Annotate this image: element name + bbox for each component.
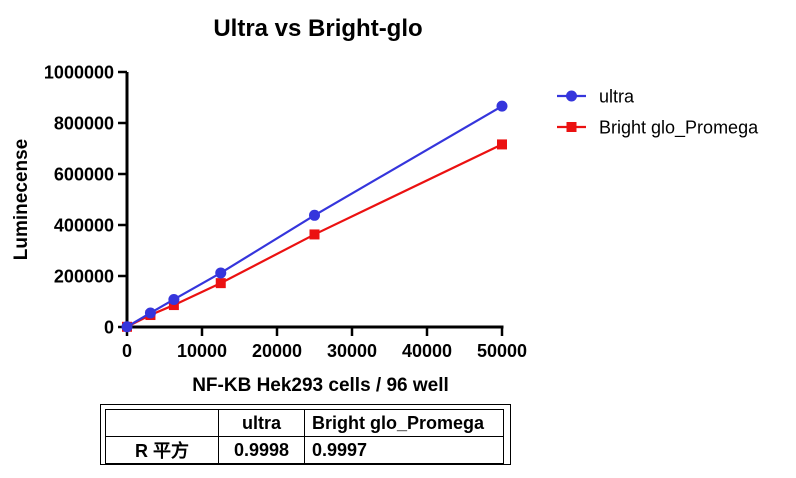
data-point	[309, 209, 320, 221]
data-point	[566, 90, 577, 102]
legend-label: Bright glo_Promega	[599, 118, 759, 139]
legend-item: Bright glo_Promega	[557, 118, 759, 139]
y-tick-label: 600000	[54, 165, 114, 185]
x-axis-title: NF-KB Hek293 cells / 96 well	[192, 375, 449, 396]
x-tick-label: 40000	[402, 341, 452, 361]
stats-header-brightglo: Bright glo_Promega	[304, 409, 504, 437]
data-point	[566, 122, 577, 132]
x-tick-label: 30000	[327, 341, 377, 361]
chart-title: Ultra vs Bright-glo	[213, 15, 422, 42]
data-point	[497, 139, 507, 150]
stats-table-frame: ultra Bright glo_Promega R 平方 0.9998 0.9…	[100, 404, 511, 465]
y-axis-title: Luminecense	[11, 139, 32, 260]
stats-table-header-row: ultra Bright glo_Promega	[105, 409, 504, 437]
stats-table: ultra Bright glo_Promega R 平方 0.9998 0.9…	[105, 409, 504, 464]
data-point	[121, 321, 133, 333]
data-point	[309, 229, 320, 240]
x-tick-label: 20000	[252, 341, 302, 361]
legend: ultra Bright glo_Promega	[557, 87, 759, 139]
stats-header-ultra: ultra	[218, 409, 305, 437]
x-tick-label: 10000	[177, 341, 227, 361]
y-tick-label: 800000	[54, 114, 114, 134]
data-point	[144, 307, 156, 319]
stats-rsq-brightglo: 0.9997	[304, 436, 504, 464]
y-tick-label: 1000000	[44, 63, 114, 83]
y-tick-label: 400000	[54, 216, 114, 236]
data-point	[168, 293, 180, 305]
stats-header-blank	[105, 409, 219, 437]
legend-item: ultra	[557, 87, 635, 107]
x-tick-label: 0	[122, 341, 132, 361]
x-tick-label: 50000	[477, 341, 527, 361]
series-circle	[121, 100, 508, 333]
data-point	[168, 300, 179, 311]
data-point	[496, 100, 508, 112]
y-tick-label: 0	[104, 318, 114, 338]
line-chart: Ultra vs Bright-glo020000040000060000080…	[11, 15, 759, 396]
stats-rsq-ultra: 0.9998	[218, 436, 305, 464]
y-tick-label: 200000	[54, 267, 114, 287]
stats-table-row: R 平方 0.9998 0.9997	[105, 436, 504, 464]
data-point	[215, 267, 227, 279]
stats-row-label: R 平方	[105, 436, 219, 464]
data-point	[215, 278, 226, 289]
legend-label: ultra	[599, 87, 635, 107]
series-square	[122, 139, 507, 332]
